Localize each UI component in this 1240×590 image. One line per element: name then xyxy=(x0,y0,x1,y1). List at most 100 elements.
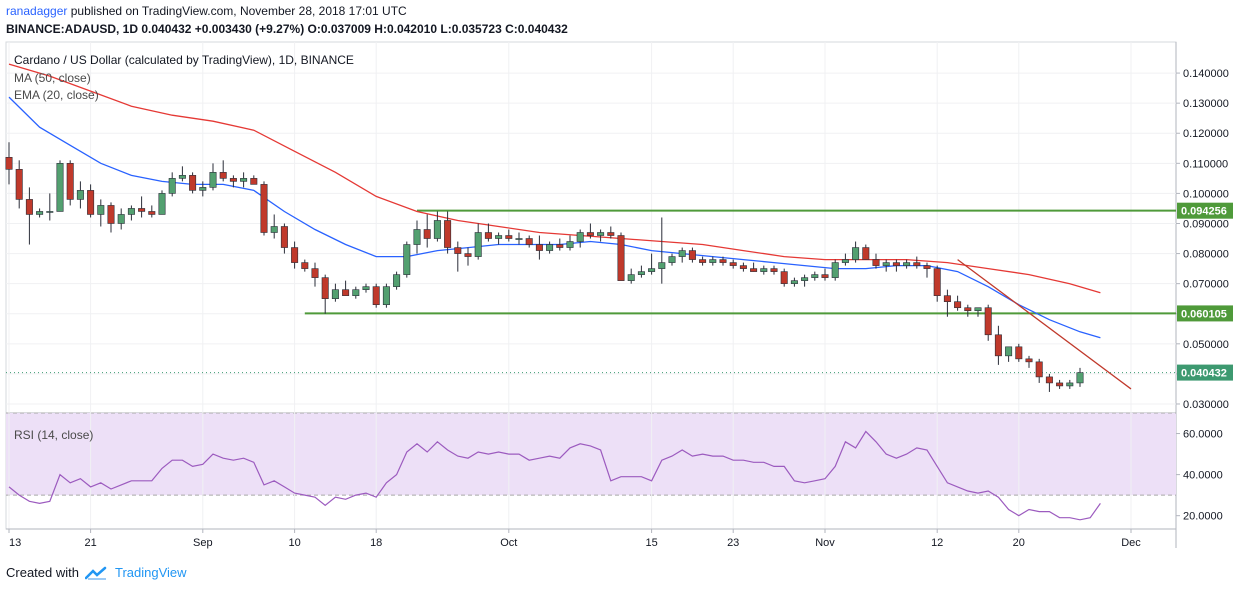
candle-body xyxy=(974,307,982,312)
candle-body xyxy=(688,250,696,260)
footer-brand-link[interactable]: TradingView xyxy=(114,565,187,580)
candle-body xyxy=(556,244,564,248)
price-tick-label: 0.050000 xyxy=(1183,339,1229,351)
price-tick-label: 0.130000 xyxy=(1183,98,1229,110)
candle-body xyxy=(189,175,197,191)
candle-body xyxy=(280,226,288,248)
candle-body xyxy=(1025,358,1033,363)
candle-body xyxy=(525,238,533,245)
candle-body xyxy=(1045,376,1053,384)
trendline xyxy=(957,259,1132,390)
candle-body xyxy=(811,274,819,278)
time-tick-label: 15 xyxy=(645,537,657,549)
footer-created: Created with xyxy=(6,565,79,580)
candle-body xyxy=(311,268,319,278)
candle-body xyxy=(678,250,686,257)
author-link[interactable]: ranadagger xyxy=(6,4,68,18)
candle-body xyxy=(821,274,829,278)
candle-body xyxy=(46,211,54,213)
time-tick-label: Oct xyxy=(500,537,517,549)
time-tick-label: Nov xyxy=(815,537,835,549)
ohlc-line: BINANCE:ADAUSD, 1D 0.040432 +0.003430 (+… xyxy=(6,22,568,36)
candle-body xyxy=(943,295,951,302)
candle-body xyxy=(1076,372,1084,384)
candle-body xyxy=(770,268,778,272)
candle-body xyxy=(923,265,931,269)
candle-body xyxy=(617,235,625,281)
candle-body xyxy=(566,241,574,248)
candle-body xyxy=(903,262,911,266)
candle-body xyxy=(515,238,523,240)
candle-body xyxy=(831,262,839,278)
ema-legend: EMA (20, close) xyxy=(14,88,99,102)
candle-body xyxy=(321,277,329,299)
price-chart[interactable]: 0.140000 0.130000 0.120000 0.110000 0.100000… xyxy=(0,0,1240,560)
candle-body xyxy=(168,178,176,194)
candle-body xyxy=(913,262,921,266)
rsi-band xyxy=(6,413,1176,496)
candle-body xyxy=(576,232,584,242)
candle-body xyxy=(495,235,503,239)
candle-body xyxy=(627,274,635,281)
level-price-tag-label: 0.060105 xyxy=(1181,308,1227,320)
candle-body xyxy=(739,265,747,269)
candle-body xyxy=(240,178,248,182)
chart-title: Cardano / US Dollar (calculated by Tradi… xyxy=(14,53,354,67)
candle-body xyxy=(229,178,237,182)
price-tick-label: 0.090000 xyxy=(1183,218,1229,230)
candle-body xyxy=(178,175,186,179)
candle-body xyxy=(423,229,431,239)
candle-body xyxy=(454,247,462,254)
candle-body xyxy=(954,301,962,309)
rsi-tick-label: 40.0000 xyxy=(1183,470,1223,482)
candle-body xyxy=(138,208,146,212)
candle-body xyxy=(872,259,880,266)
candle-body xyxy=(1005,346,1013,357)
candle-body xyxy=(15,169,23,200)
time-tick-label: Dec xyxy=(1121,537,1141,549)
candle-body xyxy=(964,307,972,312)
high-label: H: xyxy=(374,22,387,36)
candle-body xyxy=(607,232,615,236)
candle-body xyxy=(148,211,156,215)
candle-body xyxy=(331,289,339,299)
candle-body xyxy=(76,190,84,200)
candle-body xyxy=(372,286,380,306)
candle-body xyxy=(56,163,64,212)
candle-body xyxy=(648,268,656,272)
candle-body xyxy=(199,187,207,191)
symbol-label: BINANCE:ADAUSD, 1D xyxy=(6,22,139,36)
candle-body xyxy=(729,262,737,266)
time-tick-label: 23 xyxy=(727,537,739,549)
high-value: 0.042010 xyxy=(386,22,438,36)
candle-body xyxy=(464,253,472,257)
candle-body xyxy=(790,280,798,284)
candle-body xyxy=(403,244,411,275)
candle-body xyxy=(260,184,268,233)
candle-body xyxy=(586,232,594,236)
low-value: 0.035723 xyxy=(451,22,502,36)
candle-body xyxy=(87,190,95,215)
candle-body xyxy=(535,244,543,251)
candle-body xyxy=(750,268,758,272)
low-label: L: xyxy=(440,22,452,36)
footer: Created with TradingView xyxy=(6,565,187,580)
candle-body xyxy=(546,244,554,251)
publish-info: published on TradingView.com, November 2… xyxy=(70,4,407,18)
time-tick-label: 21 xyxy=(84,537,96,549)
publish-line: ranadagger published on TradingView.com,… xyxy=(6,4,407,18)
level-price-tag xyxy=(1177,202,1233,219)
candle-body xyxy=(209,172,217,188)
candle-body xyxy=(780,271,788,284)
candle-body xyxy=(892,262,900,266)
candle-body xyxy=(413,229,421,245)
candle-body xyxy=(107,205,115,224)
candle-body xyxy=(668,256,676,263)
rsi-legend: RSI (14, close) xyxy=(14,428,94,442)
candle-body xyxy=(393,274,401,287)
tradingview-logo-icon xyxy=(84,566,107,580)
time-tick-label: 20 xyxy=(1013,537,1025,549)
candle-body xyxy=(1056,382,1064,387)
level-price-tag xyxy=(1177,305,1233,322)
price-tick-label: 0.110000 xyxy=(1183,158,1228,170)
